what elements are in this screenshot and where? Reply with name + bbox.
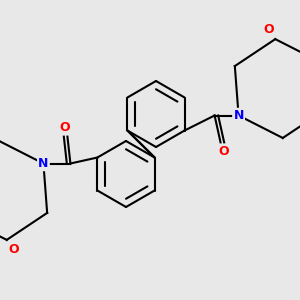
Text: N: N xyxy=(233,109,244,122)
Text: O: O xyxy=(263,22,274,36)
Text: O: O xyxy=(8,243,19,256)
Text: O: O xyxy=(59,121,70,134)
Text: O: O xyxy=(218,145,229,158)
Text: N: N xyxy=(38,157,49,170)
